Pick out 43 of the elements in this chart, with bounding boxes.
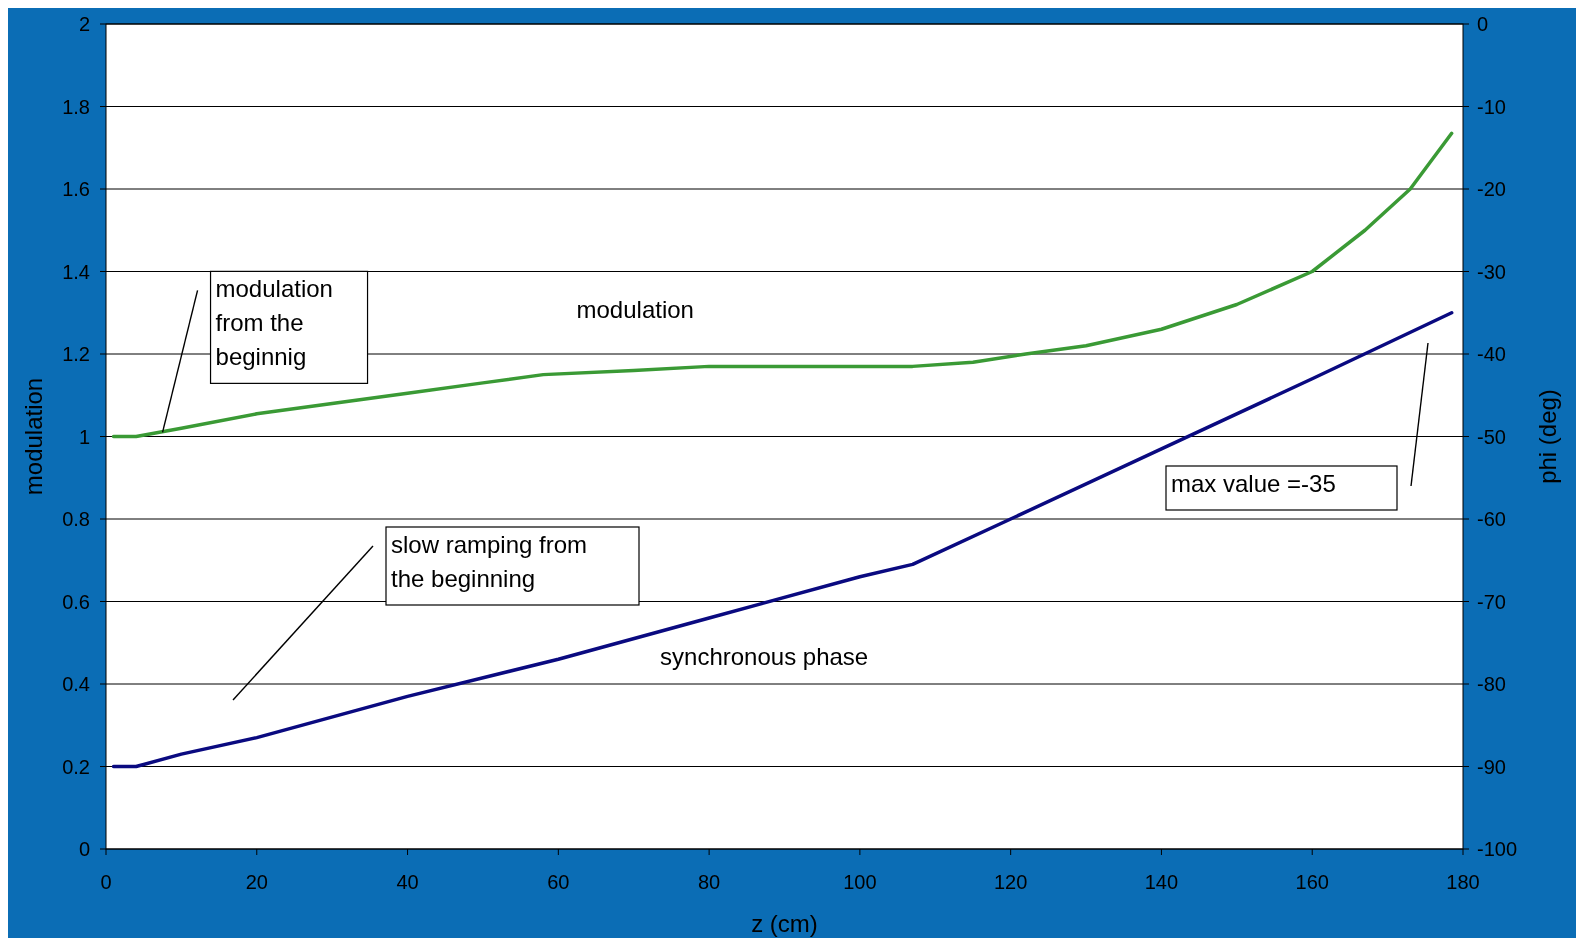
y2-tick-label: 0 bbox=[1477, 13, 1489, 35]
x-tick-label: 140 bbox=[1144, 871, 1179, 893]
x-tick-label: 60 bbox=[547, 871, 570, 893]
series-label: synchronous phase bbox=[660, 642, 869, 670]
y2-tick-label: -90 bbox=[1477, 755, 1506, 778]
y-tick-label: 1.6 bbox=[62, 178, 90, 200]
y2-tick-label: -50 bbox=[1477, 425, 1506, 448]
line-series bbox=[111, 131, 1454, 439]
y2-tick-label: -60 bbox=[1477, 508, 1506, 530]
series-label: modulation bbox=[576, 296, 694, 324]
x-tick-label: 80 bbox=[697, 871, 721, 893]
y-tick-label: 2 bbox=[78, 13, 90, 35]
x-tick-label: 160 bbox=[1295, 871, 1329, 893]
x-tick-label: 100 bbox=[843, 871, 877, 893]
y2-tick-label: -80 bbox=[1477, 673, 1506, 695]
annotation: slow ramping from the beginning bbox=[391, 531, 588, 592]
callout-box: slow ramping from the beginning bbox=[232, 526, 640, 701]
y-tick-label: 0.2 bbox=[62, 755, 90, 778]
y-tick-label: 1.8 bbox=[62, 95, 90, 118]
y2-tick-label: -40 bbox=[1477, 343, 1506, 365]
y-tick-label: 0.8 bbox=[62, 508, 90, 530]
annotation: max value =-35 bbox=[1171, 470, 1336, 497]
y2-tick-label: -20 bbox=[1477, 178, 1506, 200]
y2-tick-label: -30 bbox=[1477, 260, 1506, 283]
y-tick-label: 0 bbox=[78, 838, 90, 860]
y-tick-label: 1 bbox=[78, 425, 90, 448]
y2-tick-label: -10 bbox=[1477, 95, 1506, 118]
y-tick-label: 0.6 bbox=[62, 590, 90, 613]
y-tick-label: 1.2 bbox=[62, 343, 90, 365]
y2-tick-label: -70 bbox=[1477, 590, 1506, 613]
callout-box: max value =-35 bbox=[1165, 342, 1429, 511]
x-tick-label: 120 bbox=[993, 871, 1028, 893]
y-tick-label: 0.4 bbox=[62, 673, 90, 695]
x-axis-title: z (cm) bbox=[751, 910, 818, 937]
x-tick-label: 20 bbox=[245, 871, 268, 893]
y2-tick-label: -100 bbox=[1477, 838, 1518, 860]
annotation: modulation from the beginnig bbox=[215, 275, 333, 371]
x-tick-label: 0 bbox=[100, 871, 112, 893]
y-axis-title: modulation bbox=[20, 377, 47, 496]
y2-axis-title: phi (deg) bbox=[1534, 389, 1561, 484]
x-tick-label: 180 bbox=[1446, 871, 1480, 893]
y-tick-label: 1.4 bbox=[62, 260, 90, 283]
x-tick-label: 40 bbox=[396, 871, 419, 893]
